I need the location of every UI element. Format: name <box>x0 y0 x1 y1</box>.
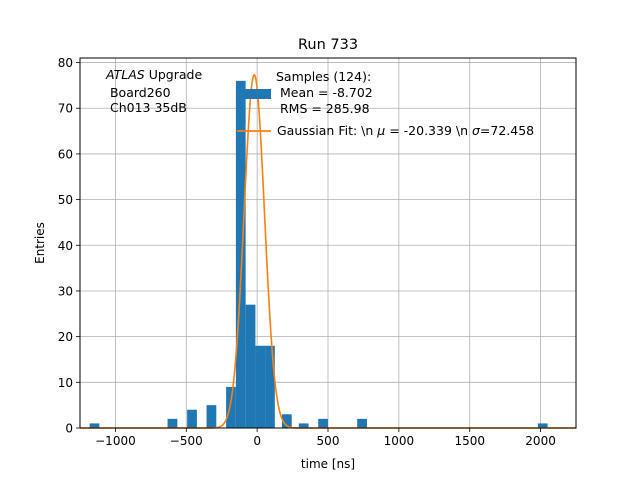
y-axis-label: Entries <box>33 222 47 264</box>
atlas-label: ATLAS <box>105 67 145 82</box>
histogram-bars <box>89 80 548 428</box>
histogram-bar <box>235 80 246 428</box>
histogram-bar <box>245 304 256 428</box>
legend-fit-label: Gaussian Fit: \n μ = -20.339 \n σ=72.458 <box>277 123 534 138</box>
legend-histogram-line-1: Samples (124): <box>276 69 371 84</box>
histogram-bar <box>537 423 548 428</box>
legend-fit-mid: = -20.339 \n <box>385 123 472 138</box>
y-tick-label: 50 <box>58 193 73 207</box>
legend-fit-post: =72.458 <box>480 123 534 138</box>
y-tick-label: 0 <box>65 422 73 436</box>
legend-fit-mu: μ <box>376 123 385 138</box>
atlas-annotation-line-1: ATLAS Upgrade <box>105 67 202 82</box>
histogram-bar <box>206 405 217 428</box>
y-tick-label: 20 <box>58 330 73 344</box>
x-tick-label: 0 <box>253 434 261 448</box>
histogram-bar <box>226 386 236 428</box>
atlas-annotation-line-2: Board260 <box>106 85 171 100</box>
upgrade-label: Upgrade <box>145 67 203 82</box>
x-tick-label: −500 <box>170 434 203 448</box>
histogram-bar <box>281 414 292 428</box>
atlas-annotation-line-3: Ch013 35dB <box>106 100 187 115</box>
legend-histogram-swatch <box>237 89 271 99</box>
y-axis-ticks: 0 10 20 30 40 50 60 70 80 <box>58 56 80 436</box>
histogram-bar <box>357 418 367 428</box>
histogram-bar <box>89 423 100 428</box>
x-tick-label: 1000 <box>384 434 415 448</box>
x-tick-label: 2000 <box>525 434 556 448</box>
histogram-bar <box>298 423 309 428</box>
histogram-bar <box>187 409 197 428</box>
histogram-bar <box>265 345 275 428</box>
y-tick-label: 10 <box>58 376 73 390</box>
legend-histogram-line-2: Mean = -8.702 <box>276 85 373 100</box>
y-tick-label: 40 <box>58 239 73 253</box>
legend-fit-sigma: σ <box>472 123 481 138</box>
y-tick-label: 30 <box>58 284 73 298</box>
legend-fit-pre: Gaussian Fit: \n <box>277 123 377 138</box>
histogram-bar <box>167 418 178 428</box>
x-axis-label: time [ns] <box>301 457 355 471</box>
histogram-bar <box>255 345 266 428</box>
histogram-bar <box>318 418 328 428</box>
x-tick-label: −1000 <box>95 434 136 448</box>
grid-lines <box>80 58 576 429</box>
y-tick-label: 70 <box>58 102 73 116</box>
x-tick-label: 500 <box>317 434 340 448</box>
x-tick-label: 1500 <box>454 434 485 448</box>
chart-title: Run 733 <box>298 37 358 53</box>
legend-histogram-line-3: RMS = 285.98 <box>276 101 370 116</box>
x-axis-ticks: −1000 −500 0 500 1000 1500 2000 <box>95 428 556 448</box>
y-tick-label: 60 <box>58 147 73 161</box>
legend: Samples (124): Mean = -8.702 RMS = 285.9… <box>237 69 534 138</box>
y-tick-label: 80 <box>58 56 73 70</box>
